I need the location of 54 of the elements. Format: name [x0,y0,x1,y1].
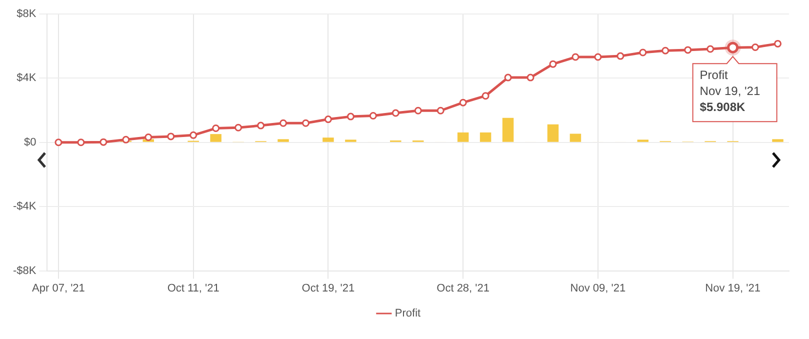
point [280,119,287,127]
point [167,132,175,140]
point [324,116,332,124]
point [616,52,624,60]
point [212,124,220,132]
x-tick-label: Oct 19, '21 [302,282,355,294]
legend-label: Profit [394,308,421,320]
bar [570,134,582,142]
point [706,45,714,53]
point [77,138,85,146]
point [346,112,354,120]
x-tick-label: Nov 09, '21 [570,282,626,294]
point [572,53,580,61]
point [257,122,265,130]
point [144,134,152,142]
point [54,138,62,146]
point [100,138,108,146]
point [414,106,422,114]
y-tick-label: $8K [16,8,37,20]
point [662,46,670,54]
bar [210,134,222,142]
point [190,131,198,139]
point [482,92,490,100]
y-tick-label: $4K [16,72,37,84]
point [122,136,130,144]
x-tick-label: Oct 28, '21 [436,282,490,294]
x-tick-label: Oct 11, '21 [167,282,220,294]
point [436,106,444,114]
x-tick-label: Apr 07, '21 [32,282,85,294]
bar [502,118,514,142]
point [594,53,602,61]
point [549,60,557,68]
point [752,43,760,51]
annotation: Profit Nov 19, '21 $5.908K [700,68,760,114]
point [639,48,647,56]
point [684,46,692,54]
bar [772,139,784,142]
bar [322,138,334,142]
y-tick-label: -$8K [12,264,37,277]
x-tick-label: Nov 19, '21 [705,282,760,294]
point [526,74,534,82]
bar [547,124,559,142]
point [504,74,512,82]
point [302,119,310,127]
y-tick-label: -$4K [12,200,37,213]
point [234,124,242,132]
bar [457,132,469,142]
point [459,98,467,106]
point [369,112,377,120]
point [774,40,782,48]
point [392,109,400,117]
y-tick-label: $0 [24,136,36,148]
bar [480,132,492,142]
bar [278,139,289,142]
